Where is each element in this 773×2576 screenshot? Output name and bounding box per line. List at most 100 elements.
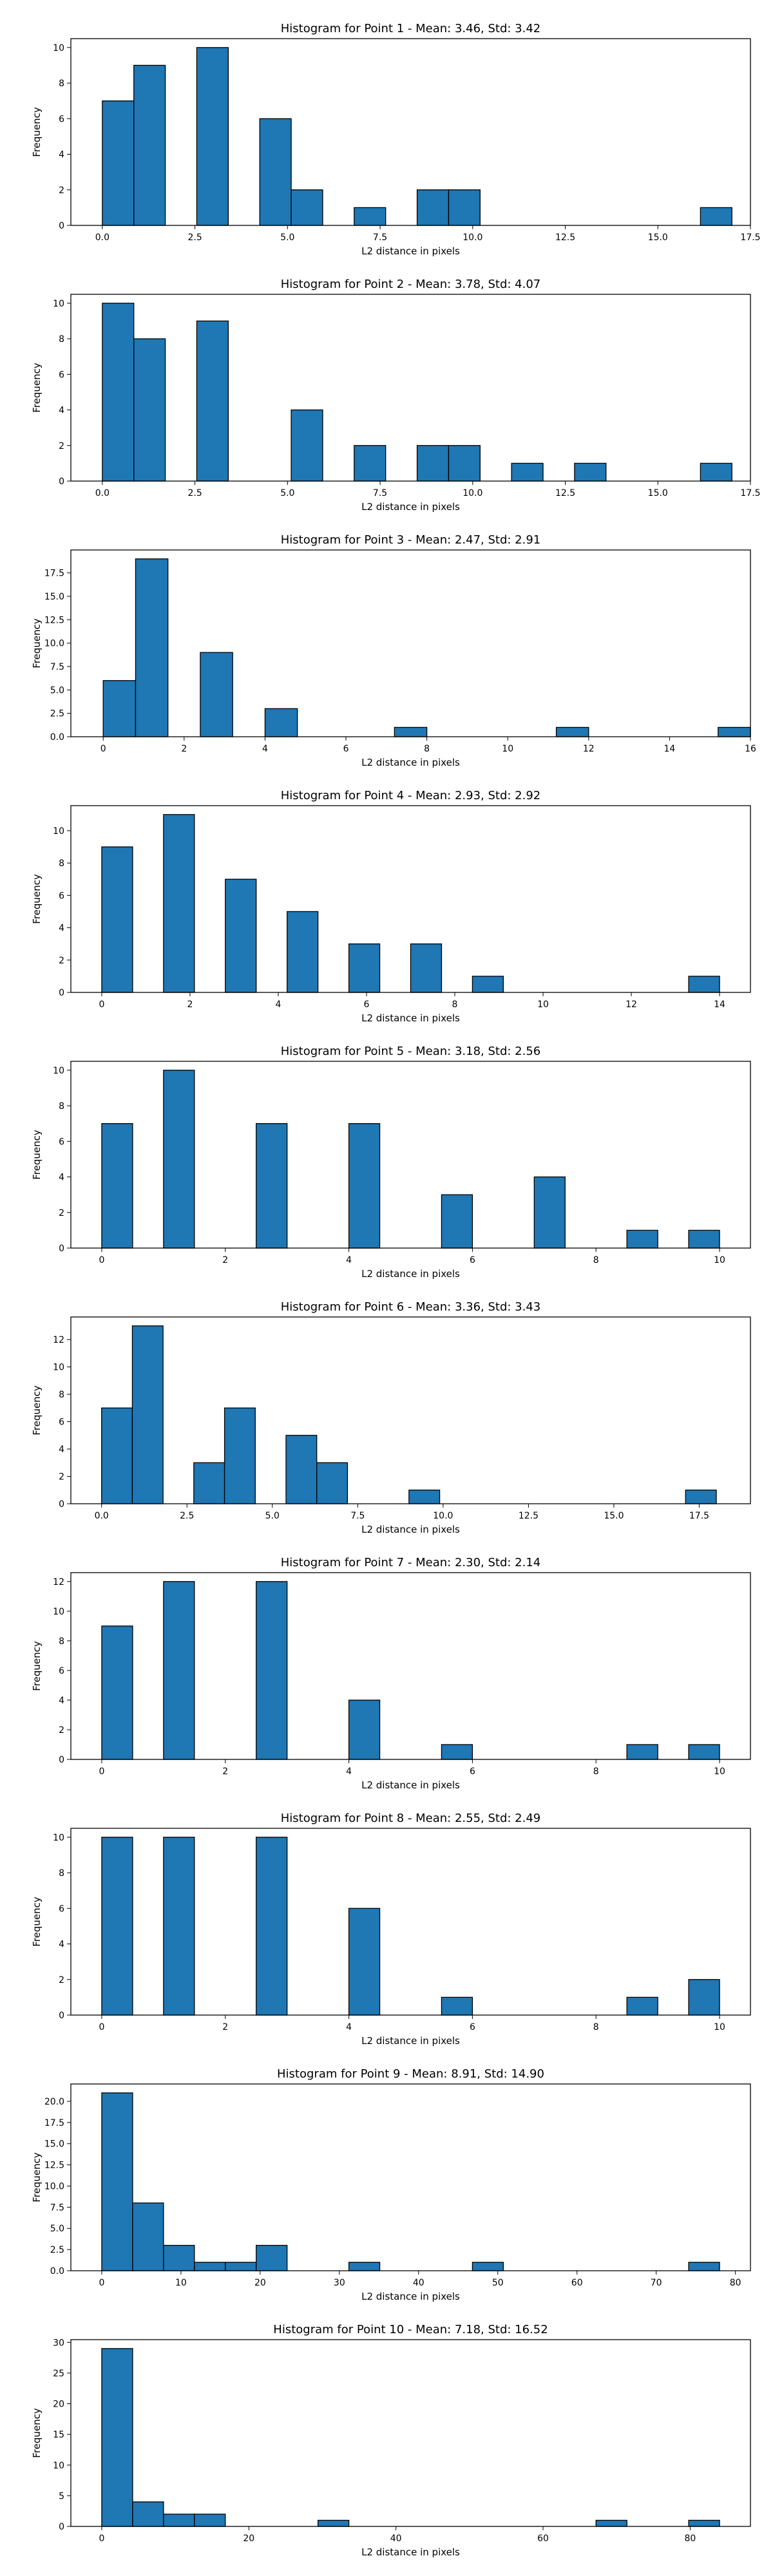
- x-tick-label: 12.5: [555, 232, 575, 243]
- x-tick-label: 0: [99, 2022, 104, 2032]
- x-axis-label: L2 distance in pixels: [361, 1524, 460, 1535]
- x-tick-label: 2: [187, 999, 193, 1010]
- chart-title: Histogram for Point 8 - Mean: 2.55, Std:…: [281, 1812, 541, 1825]
- plot-frame: [70, 1061, 751, 1249]
- y-tick-label: 25: [53, 2369, 64, 2379]
- histogram-bar: [101, 1625, 133, 1760]
- histogram-bar: [688, 2262, 720, 2271]
- y-tick-label: 4: [59, 406, 64, 416]
- x-axis-label: L2 distance in pixels: [361, 1268, 460, 1280]
- histogram-bar: [132, 2202, 164, 2271]
- y-tick-label: 5: [59, 2491, 64, 2501]
- y-tick-label: 10: [53, 1363, 64, 1373]
- histogram-panel-10: Histogram for Point 10 - Mean: 7.18, Std…: [31, 2323, 751, 2558]
- histogram-bar: [256, 1837, 288, 2016]
- histogram-bar: [348, 1908, 381, 2016]
- y-tick-label: 4: [59, 150, 64, 160]
- x-tick-label: 8: [452, 999, 458, 1010]
- y-tick-label: 10: [53, 43, 64, 53]
- x-tick-label: 0.0: [95, 232, 110, 243]
- x-tick-label: 7.5: [373, 488, 387, 498]
- histogram-bar: [200, 652, 233, 737]
- x-tick-label: 8: [424, 744, 430, 754]
- y-tick-label: 0: [59, 2522, 64, 2532]
- histogram-bar: [685, 1490, 717, 1504]
- x-tick-label: 50: [492, 2278, 504, 2288]
- y-axis-label: Frequency: [31, 2408, 43, 2458]
- x-axis-label: L2 distance in pixels: [361, 245, 460, 257]
- histogram-bar: [595, 2519, 627, 2527]
- histogram-bar: [101, 1123, 133, 1249]
- histogram-panel-9: Histogram for Point 9 - Mean: 8.91, Std:…: [31, 2067, 751, 2302]
- y-tick-label: 2: [59, 185, 64, 196]
- histogram-bar: [718, 726, 751, 737]
- x-axis-label: L2 distance in pixels: [361, 2035, 460, 2047]
- histogram-bar: [316, 1462, 348, 1504]
- histogram-bar: [225, 878, 257, 993]
- histogram-bar: [472, 976, 504, 993]
- histogram-bar: [700, 207, 732, 226]
- y-tick-label: 10: [53, 1066, 64, 1076]
- x-tick-label: 4: [346, 1766, 352, 1777]
- x-tick-label: 0: [99, 2278, 104, 2288]
- x-tick-label: 60: [537, 2533, 549, 2544]
- histogram-bar: [348, 943, 381, 993]
- y-tick-label: 30: [53, 2338, 64, 2348]
- histogram-bar: [354, 445, 386, 482]
- x-tick-label: 10: [714, 1766, 725, 1777]
- chart-title: Histogram for Point 10 - Mean: 7.18, Std…: [273, 2323, 548, 2336]
- x-tick-label: 4: [276, 999, 282, 1010]
- x-tick-label: 80: [684, 2533, 696, 2544]
- histogram-bar: [688, 2519, 720, 2527]
- y-tick-label: 2.5: [50, 2245, 64, 2255]
- y-tick-label: 12: [53, 1335, 64, 1345]
- x-tick-label: 20: [254, 2278, 266, 2288]
- histogram-bar: [132, 2501, 164, 2527]
- y-axis-label: Frequency: [31, 618, 43, 668]
- histogram-panel-8: Histogram for Point 8 - Mean: 2.55, Std:…: [31, 1812, 751, 2047]
- x-axis-label: L2 distance in pixels: [361, 1779, 460, 1791]
- histogram-bar: [196, 47, 229, 226]
- y-tick-label: 0.0: [50, 2266, 64, 2277]
- y-tick-label: 8: [59, 334, 64, 345]
- y-axis-label: Frequency: [31, 1385, 43, 1435]
- y-axis-label: Frequency: [31, 363, 43, 413]
- x-tick-label: 0.0: [95, 488, 110, 498]
- x-tick-label: 5.0: [265, 1511, 280, 1521]
- histogram-bar: [193, 1462, 225, 1504]
- x-tick-label: 40: [390, 2533, 402, 2544]
- y-tick-label: 4: [59, 1940, 64, 1950]
- x-tick-label: 2.5: [187, 232, 202, 243]
- y-tick-label: 4: [59, 1173, 64, 1183]
- x-tick-label: 6: [343, 744, 349, 754]
- histogram-bar: [163, 1581, 195, 1760]
- x-tick-label: 10.0: [463, 488, 482, 498]
- x-tick-label: 20: [243, 2533, 254, 2544]
- plot-frame: [70, 294, 751, 482]
- y-tick-label: 10: [53, 2461, 64, 2471]
- y-tick-label: 4: [59, 923, 64, 934]
- histogram-panel-3: Histogram for Point 3 - Mean: 2.47, Std:…: [31, 533, 756, 768]
- histogram-bar: [394, 726, 428, 737]
- x-tick-label: 0: [100, 744, 106, 754]
- histogram-bar: [194, 2262, 226, 2271]
- chart-title: Histogram for Point 7 - Mean: 2.30, Std:…: [281, 1556, 541, 1569]
- x-tick-label: 15.0: [648, 488, 668, 498]
- histogram-bar: [102, 680, 137, 737]
- x-tick-label: 2: [222, 1255, 228, 1265]
- x-tick-label: 6: [470, 1766, 475, 1777]
- y-tick-label: 8: [59, 79, 64, 89]
- y-tick-label: 6: [59, 1417, 64, 1428]
- x-axis-label: L2 distance in pixels: [361, 757, 460, 768]
- histogram-bar: [196, 320, 229, 482]
- y-tick-label: 2: [59, 956, 64, 966]
- chart-title: Histogram for Point 4 - Mean: 2.93, Std:…: [281, 789, 541, 802]
- x-tick-label: 60: [571, 2278, 583, 2288]
- x-tick-label: 2: [222, 2022, 228, 2032]
- y-tick-label: 20.0: [44, 2097, 64, 2107]
- y-tick-label: 6: [59, 370, 64, 380]
- histogram-bar: [441, 1996, 473, 2016]
- y-tick-label: 0: [59, 221, 64, 231]
- y-tick-label: 5.0: [50, 685, 64, 696]
- y-tick-label: 7.5: [50, 662, 64, 672]
